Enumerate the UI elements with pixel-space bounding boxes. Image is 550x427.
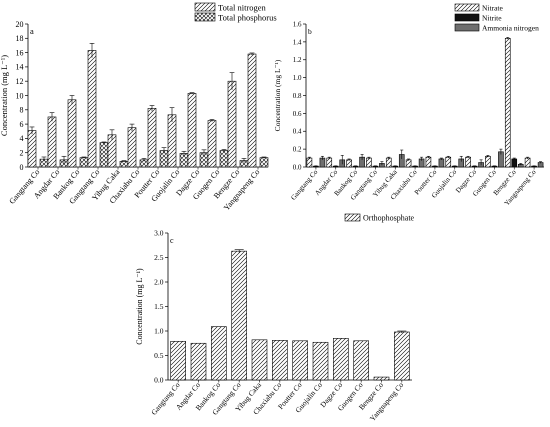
panel-label: c — [170, 236, 174, 245]
y-tick-label: 4 — [20, 134, 24, 143]
bar-orthophosphate — [170, 340, 186, 381]
y-tick-label: 12 — [16, 77, 24, 86]
bar-nitrate — [326, 157, 333, 168]
bar-nitrate — [465, 156, 471, 168]
y-tick-label: 2.5 — [154, 253, 164, 262]
bar-total-nitrogen — [67, 99, 77, 168]
y-tick-label: 20 — [16, 20, 24, 29]
bar-nitrate — [425, 156, 432, 168]
y-tick-label: 1.0 — [293, 74, 302, 82]
y-tick-label: 0.8 — [293, 92, 302, 100]
panel-label: b — [308, 27, 312, 36]
x-tick-label: Gangtang Co — [149, 380, 182, 416]
bar-orthophosphate — [353, 340, 369, 381]
bar-total-phosphorus — [79, 157, 89, 168]
y-tick-label: 16 — [16, 48, 24, 57]
bar-total-nitrogen — [47, 116, 57, 168]
bar-total-nitrogen — [167, 114, 177, 168]
bar-nitrate — [485, 155, 491, 168]
chart-panel-b: 0.0 0.2 0.4 0.6 0.8 1.0 1.2 1.4 1.6 Concentration… — [273, 3, 544, 207]
bar-nitrate — [504, 37, 511, 168]
legend-swatch — [454, 3, 480, 12]
bar-nitrate — [405, 159, 412, 168]
y-tick-label: 2.0 — [154, 278, 164, 287]
y-tick-label: 1.4 — [293, 38, 302, 46]
legend-label: Total phosphorus — [218, 13, 277, 23]
bar-nitrate — [306, 157, 313, 168]
y-tick-label: 0 — [20, 163, 24, 172]
bar-nitrate — [524, 157, 531, 168]
bar-total-nitrogen — [247, 53, 257, 168]
chart-panel-a: 0 2 4 6 8 10 12 14 16 18 20 Concentration (mg L⁻¹) a… — [0, 3, 277, 213]
y-tick-label: 1.2 — [293, 56, 302, 64]
bar-nitrate — [385, 157, 392, 168]
x-tick-label: Gangtang Co — [7, 168, 41, 206]
bar-total-nitrogen — [207, 120, 217, 168]
y-tick-label: 6 — [20, 120, 24, 129]
bar-orthophosphate — [231, 250, 247, 381]
legend-swatch — [194, 12, 216, 22]
bar-orthophosphate — [272, 340, 288, 381]
y-axis-label: Concentration (mg L⁻¹) — [135, 268, 144, 345]
bar-total-nitrogen — [27, 130, 37, 168]
bar-total-nitrogen — [187, 93, 197, 168]
y-tick-label: 1.0 — [154, 327, 164, 336]
y-tick-label: 1.5 — [154, 302, 164, 311]
legend-label: Nitrate — [482, 4, 503, 13]
bar-orthophosphate — [394, 331, 410, 381]
y-tick-label: 14 — [16, 63, 24, 72]
legend-swatch — [344, 213, 361, 222]
y-tick-label: 0.6 — [293, 110, 302, 118]
bar-orthophosphate — [373, 376, 390, 381]
bar-total-nitrogen — [147, 108, 157, 168]
legend-label: Total nitrogen — [218, 3, 267, 13]
bar-orthophosphate — [190, 342, 207, 381]
bar-total-phosphorus — [259, 157, 269, 168]
bar-total-nitrogen — [87, 50, 97, 168]
bar-orthophosphate — [333, 338, 349, 381]
y-axis-label: Concentration (mg L⁻¹) — [273, 59, 282, 131]
y-tick-label: 10 — [16, 91, 24, 100]
bar-total-nitrogen — [127, 127, 137, 168]
y-tick-label: 2 — [20, 149, 24, 158]
bar-total-phosphorus — [99, 142, 109, 168]
y-axis-label: Concentration (mg L⁻¹) — [0, 55, 9, 136]
bar-orthophosphate — [312, 341, 329, 381]
panel-label: a — [30, 26, 34, 36]
bar-ammonia-nitrogen — [438, 158, 445, 168]
legend-swatch — [454, 13, 480, 22]
bar-orthophosphate — [292, 340, 308, 381]
legend-label: Ammonia nitrogen — [482, 24, 539, 33]
bar-total-phosphorus — [119, 160, 129, 168]
y-tick-label: 0.4 — [293, 128, 302, 136]
y-tick-label: 0.0 — [293, 163, 302, 171]
legend-swatch — [454, 23, 480, 32]
bar-total-phosphorus — [219, 150, 229, 168]
legend-label: Orthophosphate — [363, 214, 415, 223]
bar-nitrate — [366, 157, 372, 168]
bar-nitrate — [346, 159, 352, 168]
legend-label: Nitrite — [482, 14, 502, 23]
bar-nitrite — [511, 158, 518, 168]
chart-panel-c: 0.0 0.5 1.0 1.5 2.0 2.5 3.0 Concentration (mg L… — [135, 214, 415, 423]
bar-orthophosphate — [211, 326, 227, 381]
y-tick-label: 18 — [16, 34, 24, 43]
bar-nitrate — [445, 156, 452, 168]
bar-orthophosphate — [251, 339, 268, 381]
x-tick-label: Gangtang Co — [289, 168, 319, 202]
bar-total-nitrogen — [227, 80, 237, 168]
y-tick-label: 3.0 — [154, 229, 164, 238]
legend-swatch — [194, 2, 216, 12]
y-tick-label: 0.2 — [293, 146, 302, 154]
y-tick-label: 8 — [20, 106, 24, 115]
y-tick-label: 0.5 — [154, 351, 164, 360]
y-tick-label: 0.0 — [154, 376, 164, 385]
y-tick-label: 1.6 — [293, 20, 302, 28]
